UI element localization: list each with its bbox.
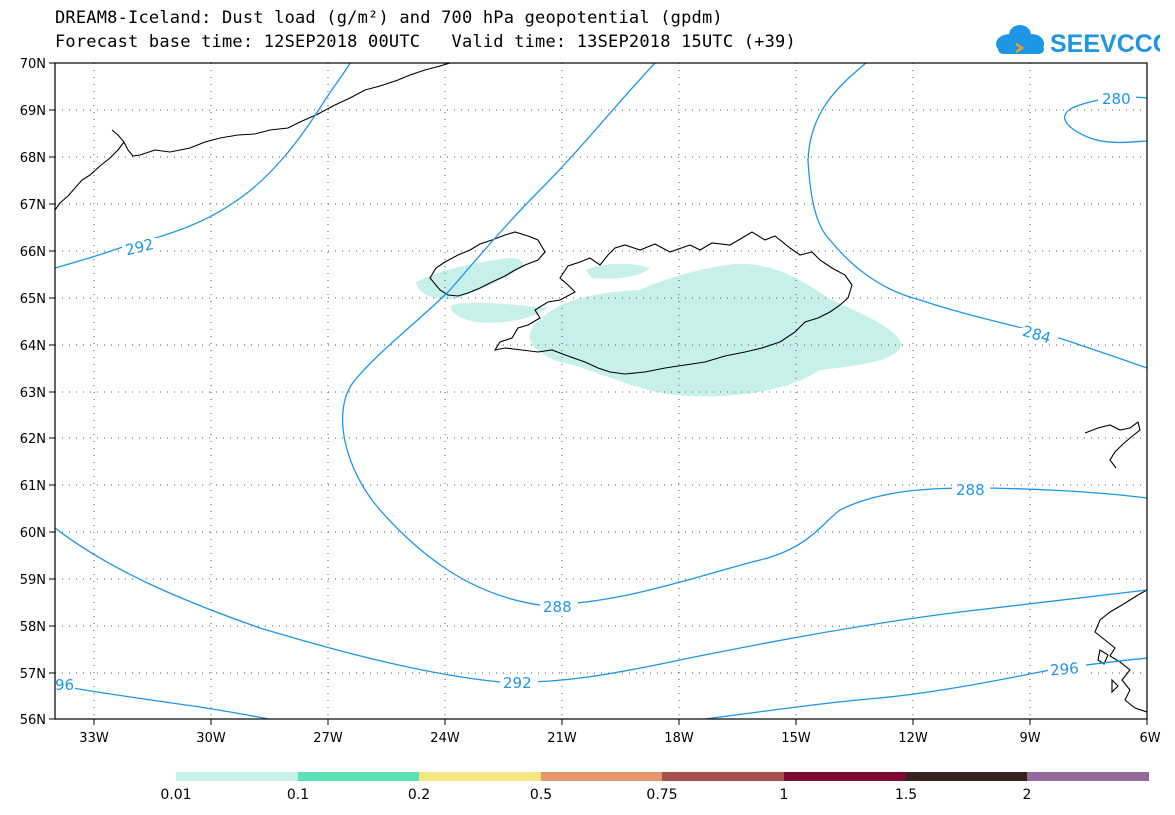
contour-288-loop [342, 63, 1147, 606]
lat-label: 66N [20, 245, 46, 260]
lat-label: 63N [20, 386, 46, 401]
contour-label: 292 [503, 674, 532, 692]
contour-label: 96 [55, 676, 74, 694]
colorbar-label: 2 [1023, 787, 1032, 803]
lon-label: 24W [430, 731, 460, 746]
contour-284 [807, 63, 1147, 369]
lat-label: 64N [20, 339, 46, 354]
colorbar-segment [541, 772, 662, 781]
lat-label: 70N [20, 57, 46, 72]
faroe-coast [1084, 421, 1141, 469]
westfjords-coast [429, 231, 546, 297]
contour-label: 280 [1102, 90, 1131, 108]
longitude-labels: 33W 30W 27W 24W 21W 18W 15W 12W 9W 6W [79, 731, 1160, 746]
lon-label: 33W [79, 731, 109, 746]
contour-292-north [55, 63, 351, 269]
latitude-labels: 70N 69N 68N 67N 66N 65N 64N 63N 62N 61N … [20, 57, 46, 728]
geopotential-contours [55, 63, 1147, 719]
lon-label: 27W [313, 731, 343, 746]
lon-label: 30W [196, 731, 226, 746]
map-frame [54, 62, 1148, 720]
contour-label: 288 [956, 481, 985, 499]
lon-label: 18W [664, 731, 694, 746]
map-title: DREAM8-Iceland: Dust load (g/m²) and 700… [55, 8, 723, 28]
lat-label: 67N [20, 198, 46, 213]
scotland-coast [1094, 589, 1147, 713]
contour-label: 288 [543, 598, 572, 616]
seevccc-logo: SEEVCCC [996, 25, 1160, 58]
colorbar-label: 0.1 [287, 787, 309, 803]
contour-292-south [55, 527, 1147, 683]
lat-label: 58N [20, 620, 46, 635]
cloud-icon [996, 25, 1044, 54]
colorbar-segment [1027, 772, 1149, 781]
lon-label: 6W [1139, 731, 1160, 746]
lon-label: 12W [898, 731, 928, 746]
map-subtitle: Forecast base time: 12SEP2018 00UTC Vali… [55, 32, 796, 52]
colorbar: 0.01 0.1 0.2 0.5 0.75 1 1.5 2 [160, 772, 1149, 803]
contour-label: 296 [1049, 659, 1079, 679]
lat-label: 65N [20, 292, 46, 307]
lat-label: 68N [20, 151, 46, 166]
iceland-coast [493, 231, 853, 375]
colorbar-segment [176, 772, 298, 781]
colorbar-segment [298, 772, 419, 781]
colorbar-segment [906, 772, 1027, 781]
colorbar-segment [419, 772, 541, 781]
lon-label: 15W [781, 731, 811, 746]
greenland-coast-west [111, 129, 141, 157]
lon-label: 21W [547, 731, 577, 746]
lat-label: 62N [20, 432, 46, 447]
colorbar-label: 0.2 [408, 787, 430, 803]
contour-labels: 292 280 284 288 288 292 296 96 [55, 90, 1136, 694]
colorbar-label: 0.01 [160, 787, 191, 803]
colorbar-label: 1.5 [895, 787, 917, 803]
graticule [55, 63, 1147, 719]
lat-label: 61N [20, 479, 46, 494]
contour-296-west [55, 684, 269, 719]
lat-label: 56N [20, 713, 46, 728]
colorbar-label: 0.5 [530, 787, 552, 803]
colorbar-segment [784, 772, 906, 781]
coastlines [55, 63, 1147, 713]
dust-load-area [416, 258, 902, 397]
contour-296 [704, 657, 1147, 719]
colorbar-segment [662, 772, 784, 781]
colorbar-label: 1 [780, 787, 789, 803]
greenland-coast [139, 63, 451, 156]
hebrides-coast [1097, 649, 1119, 694]
lat-label: 60N [20, 526, 46, 541]
lon-label: 9W [1019, 731, 1040, 746]
axis-ticks [49, 62, 1148, 725]
lat-label: 59N [20, 573, 46, 588]
lat-label: 69N [20, 104, 46, 119]
lat-label: 57N [20, 667, 46, 682]
colorbar-label: 0.75 [646, 787, 677, 803]
greenland-coast-sw [55, 141, 125, 211]
logo-text: SEEVCCC [1050, 30, 1160, 58]
